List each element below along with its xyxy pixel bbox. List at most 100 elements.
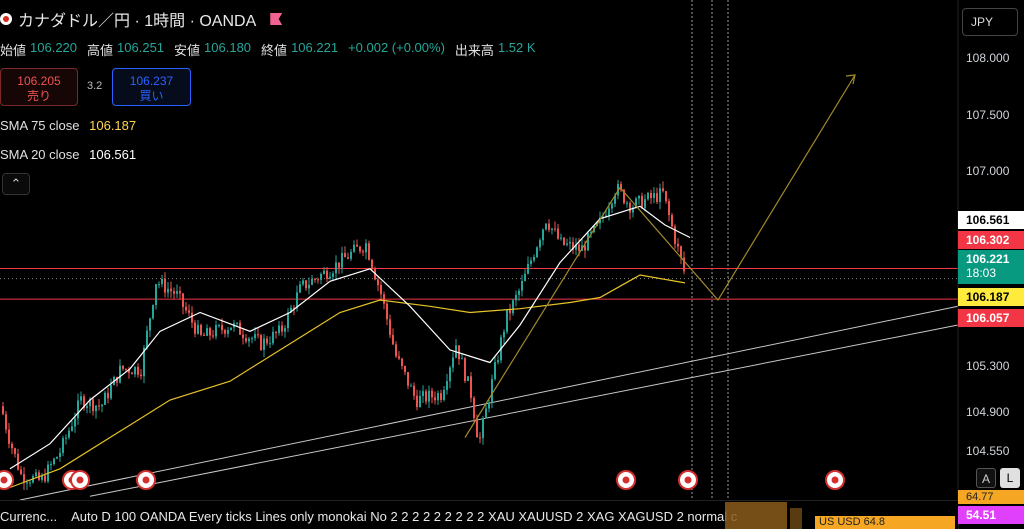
candle-body: [137, 366, 139, 375]
candle-body: [497, 360, 499, 363]
candle-body: [605, 215, 607, 217]
candle-body: [434, 397, 436, 401]
candle-body: [590, 231, 592, 234]
bottom-item-indicator[interactable]: Auto D 100 OANDA Every ticks Lines only …: [71, 509, 738, 524]
candle-body: [671, 215, 673, 227]
candle-body: [104, 392, 106, 405]
candle-body: [524, 273, 526, 281]
candle-body: [146, 330, 148, 348]
projection-line: [464, 74, 856, 438]
sell-button[interactable]: 106.205 売り: [0, 68, 78, 106]
bottom-item-currency[interactable]: Currenc...: [0, 509, 58, 524]
buy-price: 106.237: [129, 74, 174, 88]
candle-body: [254, 334, 256, 339]
candle-body: [356, 244, 358, 247]
indicator-sma20[interactable]: SMA 20 close 106.561: [0, 147, 136, 162]
candle-body: [509, 309, 511, 314]
candle-body: [443, 389, 445, 400]
candle-body: [611, 203, 613, 209]
buy-button[interactable]: 106.237 買い: [112, 68, 191, 106]
us-usd-label: US USD 64.8: [815, 516, 955, 529]
currency-selector[interactable]: JPY: [962, 8, 1018, 36]
candle-body: [242, 334, 244, 339]
candle-body: [59, 452, 61, 457]
candle-body: [191, 312, 193, 323]
candle-body: [335, 262, 337, 274]
candle-body: [344, 253, 346, 258]
arrow-head: [845, 74, 856, 85]
candle-body: [257, 334, 259, 336]
indicator-sma75[interactable]: SMA 75 close 106.187: [0, 118, 136, 133]
candle-body: [20, 469, 22, 475]
candle-body: [353, 244, 355, 252]
candle-body: [659, 188, 661, 202]
canada-flag-icon: [0, 13, 12, 25]
high-value: 106.251: [117, 40, 165, 55]
candle-body: [80, 396, 82, 401]
candle-body: [365, 243, 367, 253]
candle-body: [143, 347, 145, 377]
candle-body: [527, 263, 529, 274]
candle-body: [206, 328, 208, 336]
candle-body: [440, 393, 442, 400]
candle-body: [623, 189, 625, 204]
volume-label: 出来高: [454, 43, 494, 58]
candle-body: [467, 376, 469, 381]
candle-body: [170, 288, 172, 292]
candle-body: [446, 381, 448, 390]
candle-body: [26, 482, 28, 484]
sell-label: 売り: [26, 89, 51, 103]
candle-body: [482, 418, 484, 439]
candle-body: [533, 257, 535, 261]
bottom-dark-block: [790, 508, 802, 529]
candle-body: [53, 458, 55, 465]
candle-body: [77, 400, 79, 419]
candle-body: [107, 392, 109, 399]
candle-body: [41, 475, 43, 480]
candle-body: [245, 338, 247, 342]
candle-body: [140, 374, 142, 377]
candle-body: [389, 319, 391, 335]
candle-body: [236, 322, 238, 324]
event-dot: [622, 476, 630, 484]
candle-body: [188, 310, 190, 313]
upper-line-price-tag: 106.302: [958, 231, 1024, 249]
volume-value: 1.52 K: [497, 40, 536, 55]
symbol-title[interactable]: カナダドル／円 · 1時間 · OANDA: [18, 13, 257, 30]
candle-body: [629, 202, 631, 213]
candle-body: [35, 472, 37, 477]
candle-body: [5, 414, 7, 430]
candle-body: [263, 338, 265, 350]
candle-body: [539, 240, 541, 248]
candle-body: [122, 365, 124, 369]
candle-body: [362, 251, 364, 253]
candle-body: [665, 191, 667, 202]
candle-body: [341, 253, 343, 268]
change-value: +0.002 (+0.00%): [348, 40, 445, 55]
candle-body: [92, 399, 94, 412]
candle-body: [392, 334, 394, 345]
auto-scale-button[interactable]: A: [976, 468, 996, 488]
candle-body: [557, 228, 559, 239]
candle-body: [608, 208, 610, 216]
candle-body: [518, 290, 520, 295]
candle-body: [161, 278, 163, 285]
bookmark-icon[interactable]: [270, 13, 283, 25]
candle-body: [302, 280, 304, 285]
log-scale-button[interactable]: L: [1000, 468, 1020, 488]
candle-body: [173, 291, 175, 294]
collapse-legend-button[interactable]: ⌃: [2, 173, 30, 195]
candle-body: [488, 402, 490, 409]
candle-body: [98, 405, 100, 407]
open-label: 始値: [0, 43, 27, 58]
candle-body: [449, 367, 451, 382]
candle-body: [371, 259, 373, 270]
indicator-value: 106.187: [89, 118, 137, 133]
candle-body: [551, 228, 553, 230]
candle-body: [560, 237, 562, 239]
candle-body: [251, 338, 253, 340]
y-tick-label: 107.000: [966, 164, 1010, 178]
candle-body: [311, 278, 313, 285]
candle-body: [29, 482, 31, 484]
